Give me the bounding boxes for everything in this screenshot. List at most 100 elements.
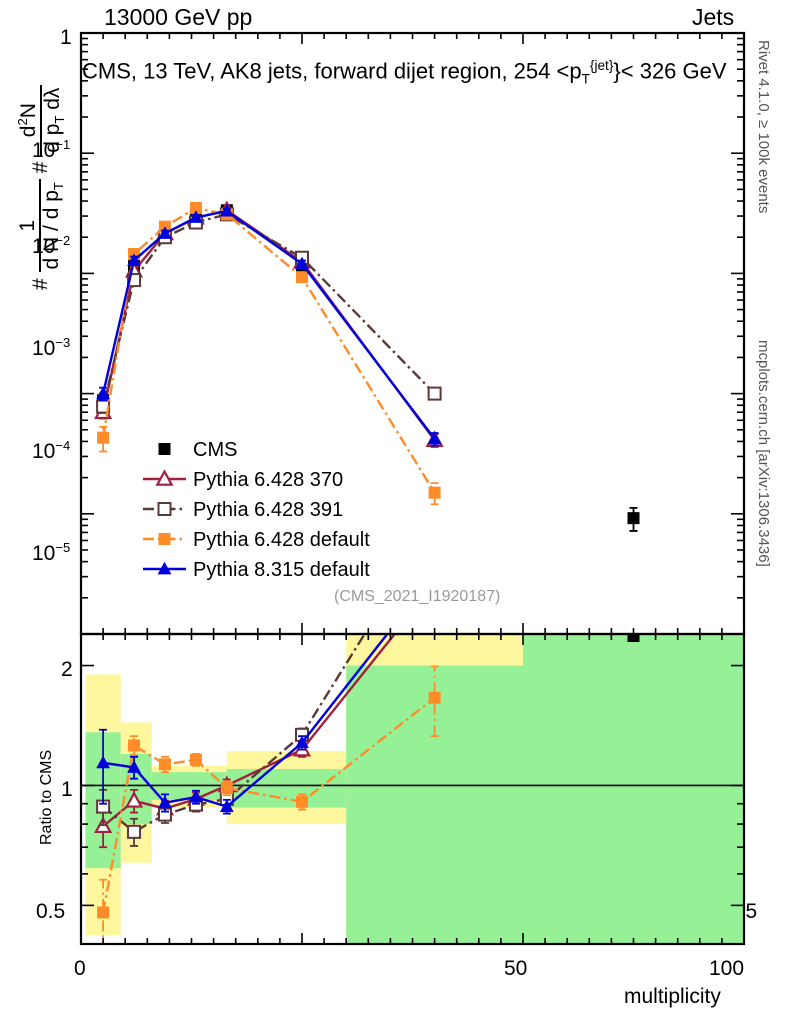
error-bar	[130, 274, 139, 286]
data-point	[220, 204, 233, 217]
ratio-uncertainty-bands	[81, 634, 744, 944]
series-line	[102, 634, 389, 808]
data-point	[188, 215, 203, 230]
error-bar	[130, 788, 139, 814]
data-point	[292, 251, 312, 269]
ratio-ylabel: Ratio to CMS	[38, 749, 55, 845]
band-green-1	[120, 753, 152, 825]
data-point	[427, 386, 442, 401]
band-green-3	[226, 768, 347, 808]
data-point	[158, 795, 172, 809]
error-bar	[130, 735, 139, 757]
series-cms	[97, 204, 640, 532]
plot-title-suffix: }< 326 GeV	[613, 58, 727, 84]
error-bar	[191, 218, 200, 227]
ratio-panel-frame	[79, 632, 746, 946]
band-yellow-4	[346, 634, 523, 944]
legend-markers	[143, 443, 186, 575]
data-point	[155, 798, 175, 816]
band-yellow-0	[85, 674, 121, 936]
data-point	[296, 271, 308, 284]
error-bar	[298, 257, 306, 267]
data-point	[220, 208, 233, 221]
data-point	[189, 202, 202, 215]
legend-label-3: Pythia 6.428 default	[193, 529, 370, 551]
data-point	[428, 567, 442, 580]
band-yellow-2	[151, 765, 227, 808]
error-bar	[430, 433, 439, 448]
error-bar	[99, 425, 108, 453]
ytick-label-ratio-right-05: 0.5	[728, 900, 758, 923]
data-point	[97, 906, 110, 919]
data-point	[96, 399, 111, 414]
data-point	[128, 739, 141, 752]
data-point	[189, 210, 202, 223]
legend-marker-0	[158, 443, 171, 455]
error-bar	[160, 229, 169, 238]
band-green-4	[346, 665, 523, 944]
data-point	[96, 386, 110, 399]
error-bar	[298, 735, 306, 751]
series-pythia-6-428-default	[97, 665, 441, 944]
data-point	[219, 203, 234, 217]
error-bar	[222, 778, 231, 793]
legend-marker-2	[157, 502, 172, 516]
error-bar	[130, 817, 139, 847]
xlabel: multiplicity	[624, 985, 721, 1008]
error-bar	[99, 728, 108, 805]
error-bar	[298, 741, 306, 758]
data-point	[96, 755, 110, 769]
error-bar	[160, 229, 169, 238]
error-bar	[99, 405, 108, 420]
ytick-label-main-0: 1	[60, 26, 72, 49]
ytick-label-main-2: 10−2	[32, 233, 71, 258]
analysis-category-label: Jets	[692, 4, 735, 30]
data-point	[158, 220, 171, 233]
data-point	[189, 789, 203, 803]
legend-label-0: CMS	[193, 439, 238, 461]
legend-marker-3	[158, 533, 171, 545]
error-bar	[430, 665, 439, 738]
axis-ticks	[80, 32, 745, 945]
error-bar	[160, 799, 169, 818]
legend-marker-4	[157, 561, 172, 575]
data-point	[186, 208, 205, 225]
plot-title-prefix: CMS, 13 TeV, AK8 jets, forward dijet reg…	[82, 58, 582, 84]
data-point	[219, 791, 234, 806]
ytick-label-main-3: 10−3	[32, 335, 71, 360]
data-point	[158, 226, 172, 239]
legend-label-1: Pythia 6.428 370	[193, 469, 344, 491]
axis-frames	[79, 31, 746, 946]
main-panel-frame	[79, 31, 746, 636]
rivet-version-label: Rivet 4.1.0, ≥ 100k events	[755, 40, 772, 214]
series-pythia-6-428-default	[97, 202, 441, 506]
data-point	[189, 753, 202, 766]
error-bar	[298, 272, 306, 283]
data-point	[158, 227, 171, 240]
band-green-0	[85, 732, 121, 869]
mcplots-reference-label: mcplots.cern.ch [arXiv:1306.3436]	[755, 340, 772, 567]
xtick-label-0: 0	[74, 957, 86, 980]
legend-label-4: Pythia 8.315 default	[193, 559, 370, 581]
ytick-label-ratio-right-1: 1	[728, 778, 740, 801]
error-bar	[130, 266, 139, 276]
data-point	[124, 791, 144, 808]
series-line	[102, 634, 397, 828]
xtick-label-100: 100	[709, 957, 745, 980]
error-bar	[222, 210, 231, 218]
error-bar	[431, 497, 439, 550]
data-point	[127, 253, 141, 266]
error-bar	[99, 399, 108, 414]
ytick-label-ratio-left-05: 0.5	[36, 900, 66, 923]
error-bar	[160, 222, 169, 231]
series-line	[101, 206, 436, 494]
data-point	[217, 775, 236, 793]
error-bar	[222, 780, 231, 797]
beam-energy-label: 13000 GeV pp	[104, 4, 253, 30]
xtick-label-50: 50	[504, 957, 528, 980]
legend-marker-1	[155, 469, 174, 486]
error-bar	[430, 482, 439, 506]
error-bar	[99, 392, 108, 409]
